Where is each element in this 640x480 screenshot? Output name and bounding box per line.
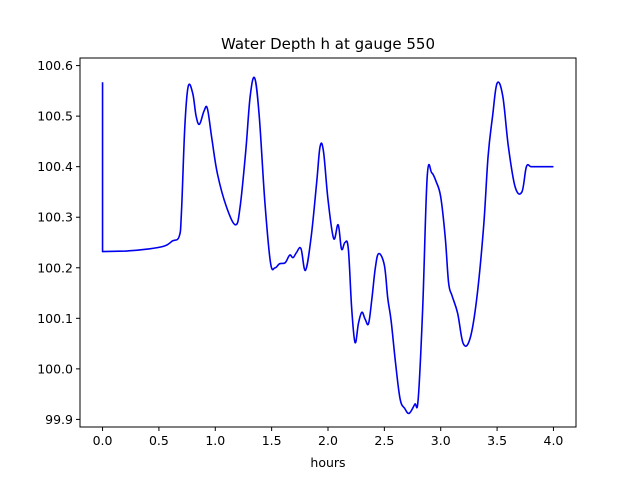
y-tick-label: 100.0 bbox=[37, 361, 73, 376]
series-layer bbox=[101, 76, 554, 415]
y-tick-label: 100.6 bbox=[37, 58, 73, 73]
x-tick-label: 3.5 bbox=[487, 433, 507, 448]
y-tick-label: 100.4 bbox=[37, 159, 73, 174]
y-axis-ticks: 99.9 100.0 100.1 100.2 100.3 100.4 100.5 100.6 bbox=[37, 58, 80, 427]
x-tick-label: 0.5 bbox=[149, 433, 169, 448]
x-tick-label: 3.0 bbox=[431, 433, 451, 448]
y-tick-label: 100.5 bbox=[37, 109, 73, 124]
y-tick-label: 99.9 bbox=[45, 412, 73, 427]
x-tick-label: 2.0 bbox=[318, 433, 338, 448]
x-axis-ticks: 0.0 0.5 1.0 1.5 2.0 2.5 3.0 3.5 4.0 bbox=[93, 427, 564, 448]
x-axis-label: hours bbox=[310, 455, 345, 470]
series-line bbox=[101, 76, 554, 415]
axes-frame bbox=[79, 57, 577, 428]
chart-title: Water Depth h at gauge 550 bbox=[221, 35, 435, 53]
x-tick-label: 0.0 bbox=[93, 433, 113, 448]
x-tick-label: 4.0 bbox=[544, 433, 564, 448]
y-tick-label: 100.3 bbox=[37, 210, 73, 225]
y-tick-label: 100.1 bbox=[37, 311, 73, 326]
x-tick-label: 2.5 bbox=[374, 433, 394, 448]
x-tick-label: 1.5 bbox=[262, 433, 282, 448]
x-tick-label: 1.0 bbox=[205, 433, 225, 448]
plot-area bbox=[79, 57, 577, 428]
y-tick-label: 100.2 bbox=[37, 260, 73, 275]
